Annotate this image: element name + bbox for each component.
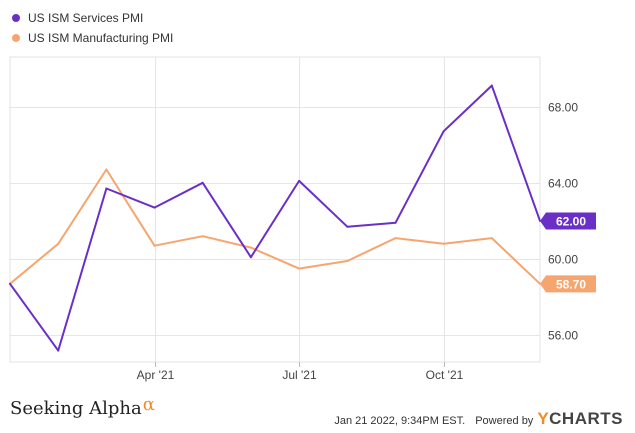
y-tick-label: 56.00 xyxy=(548,329,578,343)
value-tag-services xyxy=(540,212,596,230)
data-point xyxy=(394,221,397,224)
legend-label: US ISM Services PMI xyxy=(28,11,144,25)
data-point xyxy=(298,267,301,270)
data-point xyxy=(490,84,493,87)
value-tag-label: 62.00 xyxy=(556,214,586,228)
brand-logo: Seeking Alphaα xyxy=(10,394,155,419)
data-point xyxy=(57,242,60,245)
data-point xyxy=(442,130,445,133)
data-point xyxy=(394,237,397,240)
data-point xyxy=(201,235,204,238)
legend-item-manufacturing[interactable]: US ISM Manufacturing PMI xyxy=(12,28,173,48)
data-point xyxy=(442,242,445,245)
brand-name: Seeking Alpha xyxy=(10,398,142,419)
legend: US ISM Services PMI US ISM Manufacturing… xyxy=(12,8,173,48)
data-point xyxy=(346,260,349,262)
x-tick-label: Oct '21 xyxy=(426,368,464,382)
data-point xyxy=(105,168,108,171)
timestamp: Jan 21 2022, 9:34PM EST. xyxy=(334,415,466,427)
data-point xyxy=(153,206,156,209)
data-point xyxy=(153,244,156,247)
value-tag-manufacturing xyxy=(540,275,596,293)
legend-dot-icon xyxy=(12,14,20,22)
data-point xyxy=(105,187,108,190)
data-point xyxy=(9,282,11,285)
data-point xyxy=(298,179,301,182)
data-point xyxy=(57,349,60,352)
x-tick-label: Apr '21 xyxy=(137,368,175,382)
legend-label: US ISM Manufacturing PMI xyxy=(28,31,174,45)
data-point xyxy=(490,237,493,240)
legend-dot-icon xyxy=(12,34,20,42)
alpha-icon: α xyxy=(142,394,155,415)
y-tick-label: 68.00 xyxy=(548,101,578,115)
data-point xyxy=(249,246,252,249)
powered-by-label: Powered by xyxy=(475,415,534,427)
series-line-manufacturing xyxy=(9,168,541,285)
plot-area xyxy=(9,56,541,363)
legend-item-services[interactable]: US ISM Services PMI xyxy=(12,8,173,28)
x-tick-label: Jul '21 xyxy=(282,368,317,382)
ycharts-logo[interactable]: YCHARTS xyxy=(537,409,623,428)
data-point xyxy=(346,225,349,228)
data-point xyxy=(201,181,204,184)
chart-credits: Jan 21 2022, 9:34PM EST. Powered by YCHA… xyxy=(334,409,623,429)
y-tick-label: 64.00 xyxy=(548,177,578,191)
y-tick-label: 60.00 xyxy=(548,253,578,267)
value-tag-label: 58.70 xyxy=(556,277,586,291)
series-line-services xyxy=(9,84,541,352)
data-point xyxy=(249,256,252,259)
